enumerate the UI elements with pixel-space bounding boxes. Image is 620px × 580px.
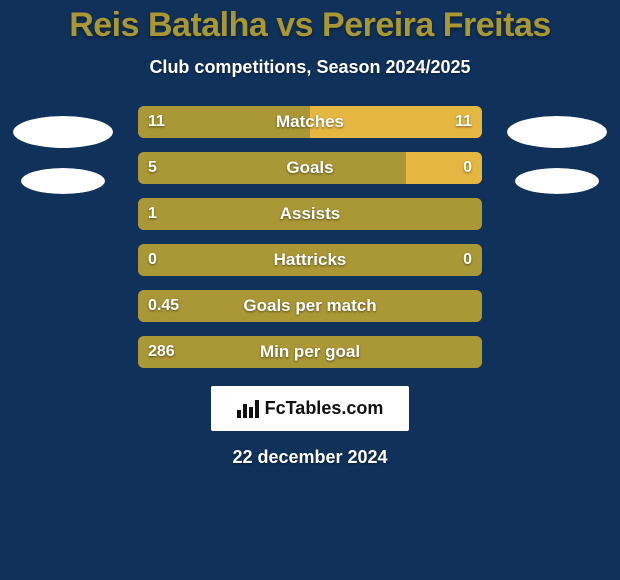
stat-bar: Min per goal286 bbox=[138, 336, 482, 368]
comparison-infographic: Reis Batalha vs Pereira Freitas Club com… bbox=[0, 0, 620, 580]
stat-bar: Matches11 11 bbox=[138, 106, 482, 138]
bar-label: Assists bbox=[138, 198, 482, 230]
right-player-avatar bbox=[507, 116, 607, 148]
bar-value-left: 11 bbox=[138, 106, 175, 138]
bar-value-right bbox=[462, 336, 482, 368]
bar-label: Matches bbox=[138, 106, 482, 138]
left-avatar-column bbox=[8, 106, 118, 194]
generated-date: 22 december 2024 bbox=[232, 447, 387, 468]
stat-bar: Hattricks0 0 bbox=[138, 244, 482, 276]
bar-label: Goals per match bbox=[138, 290, 482, 322]
bar-value-left: 0 bbox=[138, 244, 167, 276]
bar-label: Goals bbox=[138, 152, 482, 184]
avatar-ellipse bbox=[21, 168, 105, 194]
stat-bar: Goals5 0 bbox=[138, 152, 482, 184]
bar-value-left: 286 bbox=[138, 336, 185, 368]
bar-value-right bbox=[462, 198, 482, 230]
bar-value-left: 0.45 bbox=[138, 290, 189, 322]
chart-bars-icon bbox=[237, 400, 259, 418]
bar-label: Hattricks bbox=[138, 244, 482, 276]
bar-label: Min per goal bbox=[138, 336, 482, 368]
content-row: Matches1111Goals50Assists1Hattricks00Goa… bbox=[0, 106, 620, 368]
stat-bar: Goals per match0.45 bbox=[138, 290, 482, 322]
avatar-ellipse bbox=[507, 116, 607, 148]
page-subtitle: Club competitions, Season 2024/2025 bbox=[149, 57, 470, 78]
page-title: Reis Batalha vs Pereira Freitas bbox=[69, 6, 551, 45]
bar-value-right: 11 bbox=[445, 106, 482, 138]
bar-value-left: 5 bbox=[138, 152, 167, 184]
stat-bar: Assists1 bbox=[138, 198, 482, 230]
source-logo: FcTables.com bbox=[211, 386, 410, 431]
bar-value-right: 0 bbox=[453, 152, 482, 184]
avatar-ellipse bbox=[13, 116, 113, 148]
bar-value-right bbox=[462, 290, 482, 322]
right-club-avatar bbox=[515, 168, 599, 194]
left-player-avatar bbox=[13, 116, 113, 148]
right-avatar-column bbox=[502, 106, 612, 194]
left-club-avatar bbox=[21, 168, 105, 194]
avatar-ellipse bbox=[515, 168, 599, 194]
bar-value-right: 0 bbox=[453, 244, 482, 276]
stat-bars: Matches1111Goals50Assists1Hattricks00Goa… bbox=[138, 106, 482, 368]
bar-value-left: 1 bbox=[138, 198, 167, 230]
source-logo-text: FcTables.com bbox=[265, 398, 384, 419]
